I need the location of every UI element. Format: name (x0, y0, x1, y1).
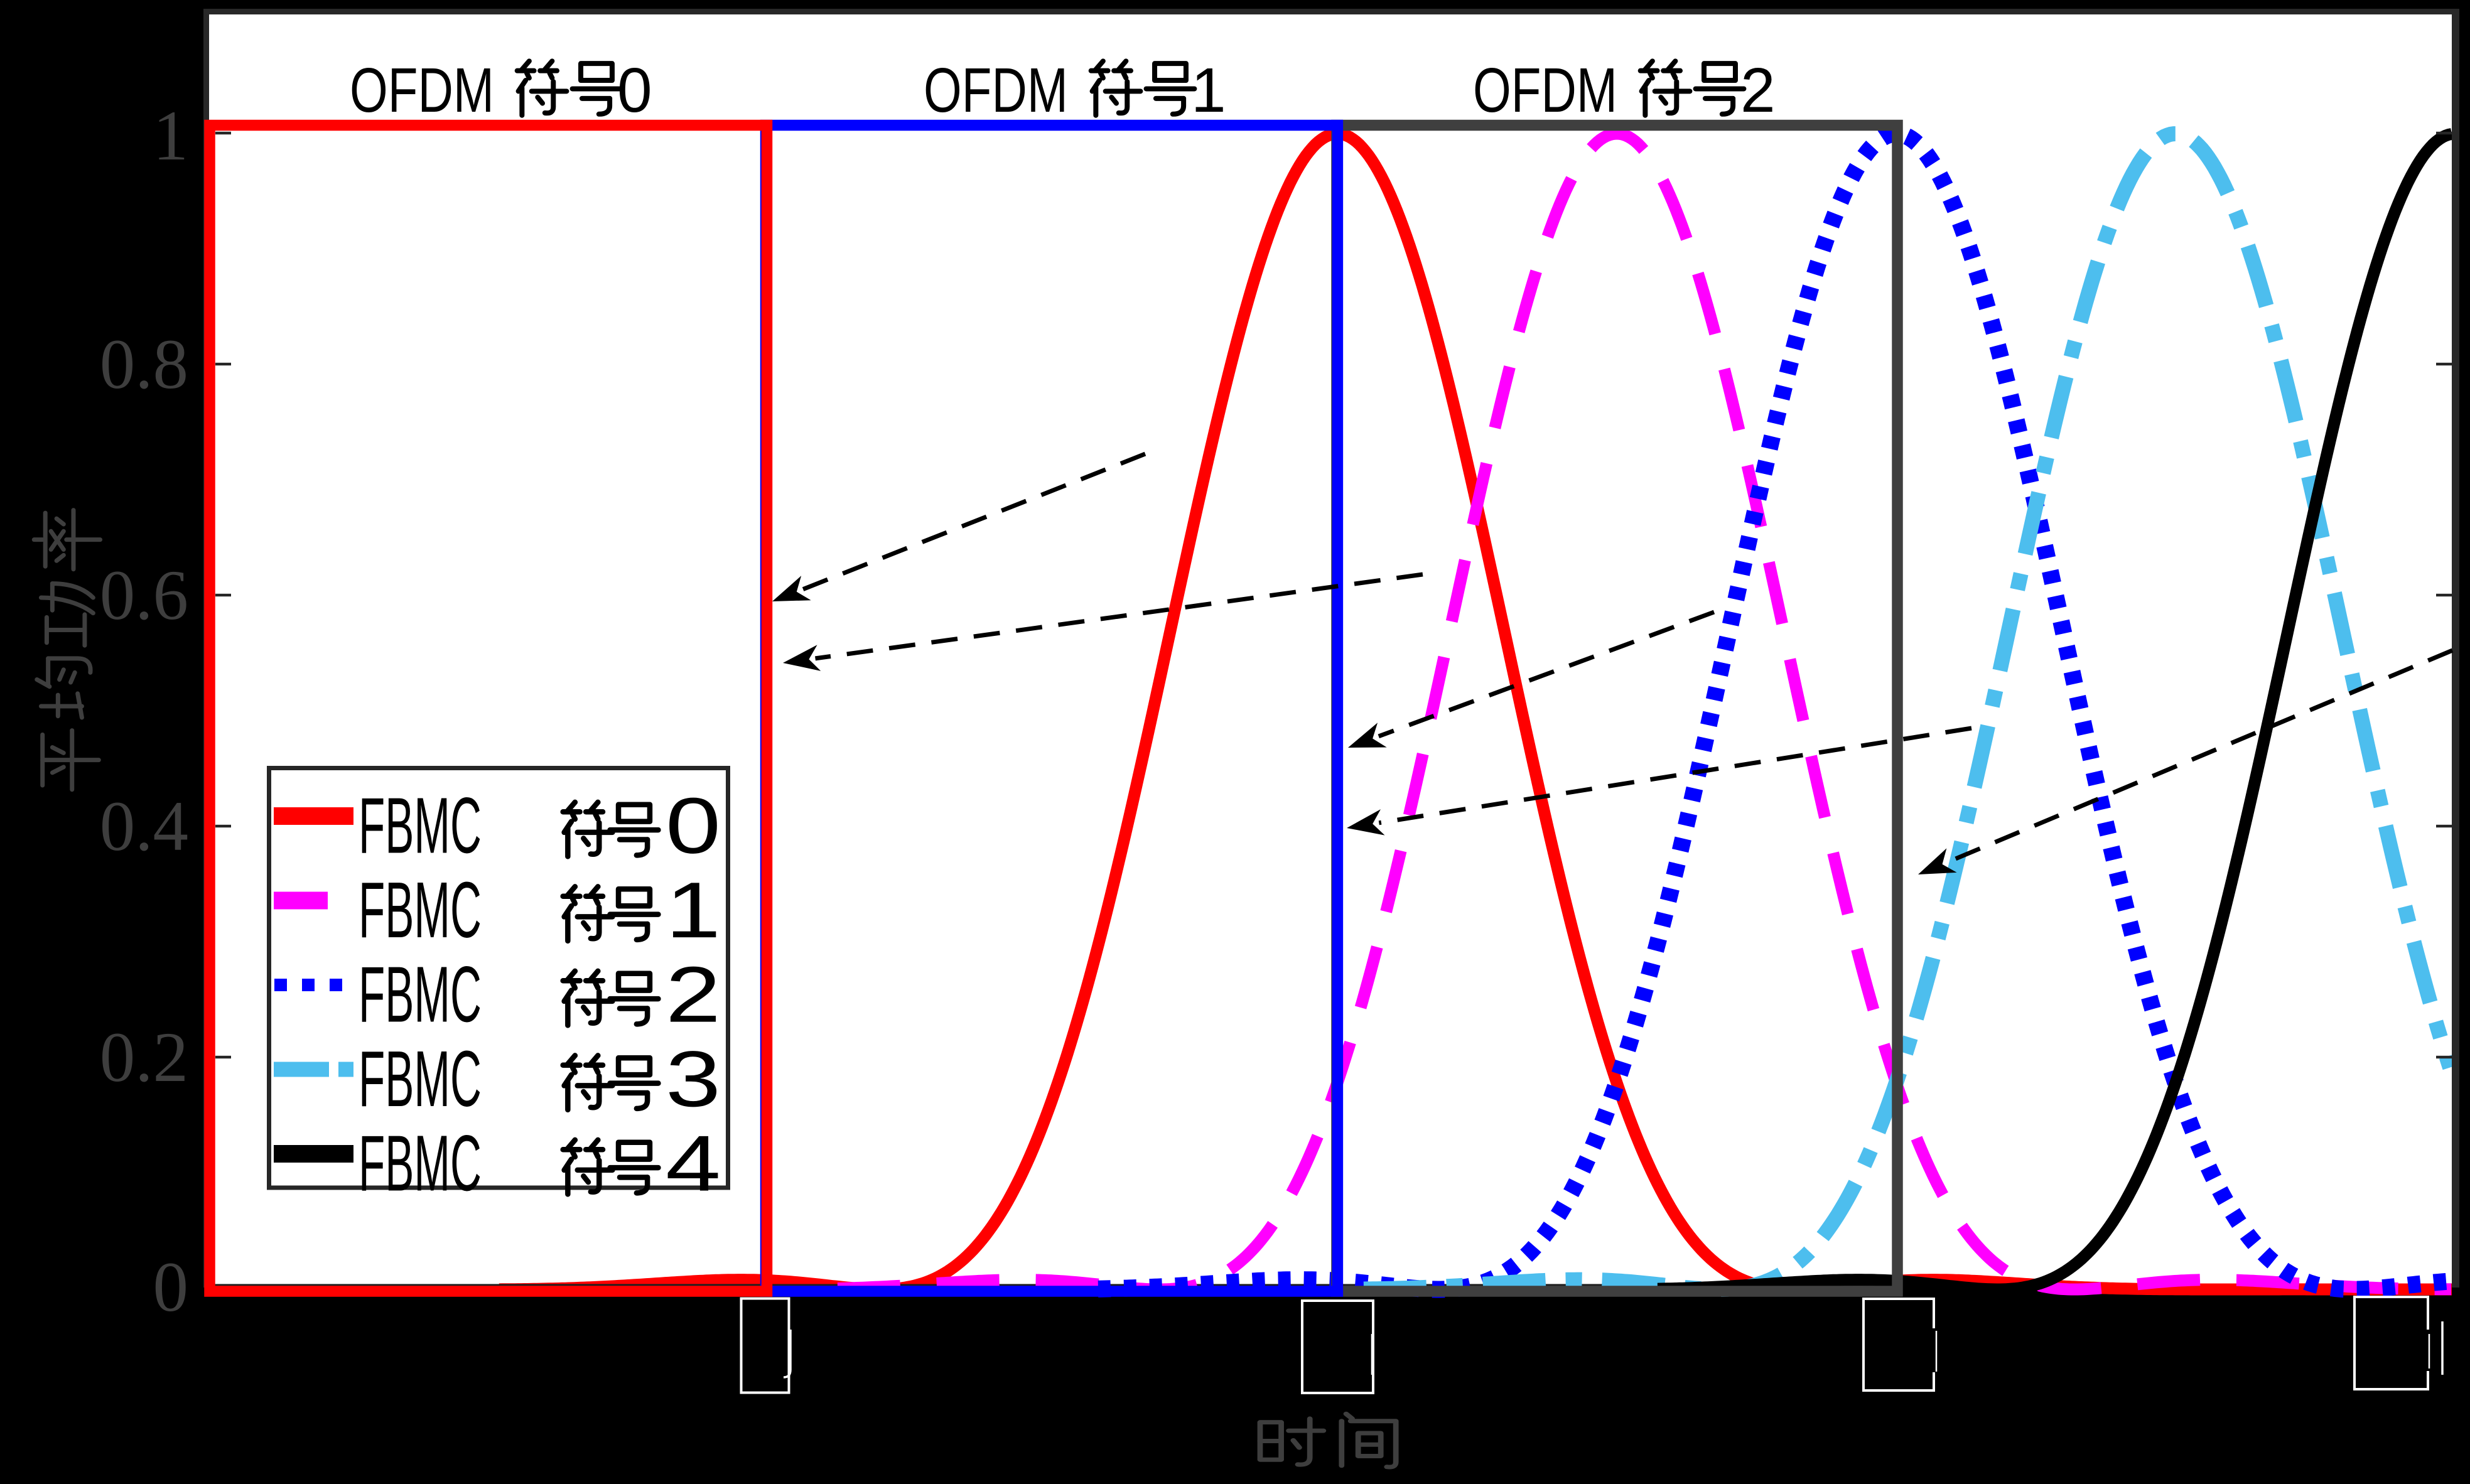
svg-text:FBMC: FBMC (359, 950, 482, 1039)
svg-text:3: 3 (666, 1035, 721, 1123)
svg-text:0: 0 (153, 1248, 189, 1326)
svg-text:0.6: 0.6 (100, 556, 188, 635)
svg-text:1: 1 (153, 97, 189, 175)
svg-text:1: 1 (666, 866, 721, 954)
svg-text:OFDM: OFDM (1473, 55, 1617, 126)
svg-text:OFDM: OFDM (350, 55, 494, 126)
svg-text:0.4: 0.4 (100, 787, 188, 866)
svg-text:2: 2 (666, 950, 721, 1039)
svg-text:0.2: 0.2 (100, 1018, 188, 1097)
svg-text:2: 2 (1740, 55, 1776, 126)
svg-text:FBMC: FBMC (359, 782, 482, 870)
svg-text:FBMC: FBMC (359, 1119, 482, 1208)
svg-text:0: 0 (666, 782, 721, 870)
svg-text:4: 4 (666, 1119, 721, 1208)
svg-text:0: 0 (617, 55, 652, 126)
svg-text:FBMC: FBMC (359, 1035, 482, 1123)
svg-text:1: 1 (1191, 55, 1226, 126)
svg-text:OFDM: OFDM (924, 55, 1068, 126)
svg-text:0.8: 0.8 (100, 325, 188, 404)
svg-text:FBMC: FBMC (359, 866, 482, 954)
